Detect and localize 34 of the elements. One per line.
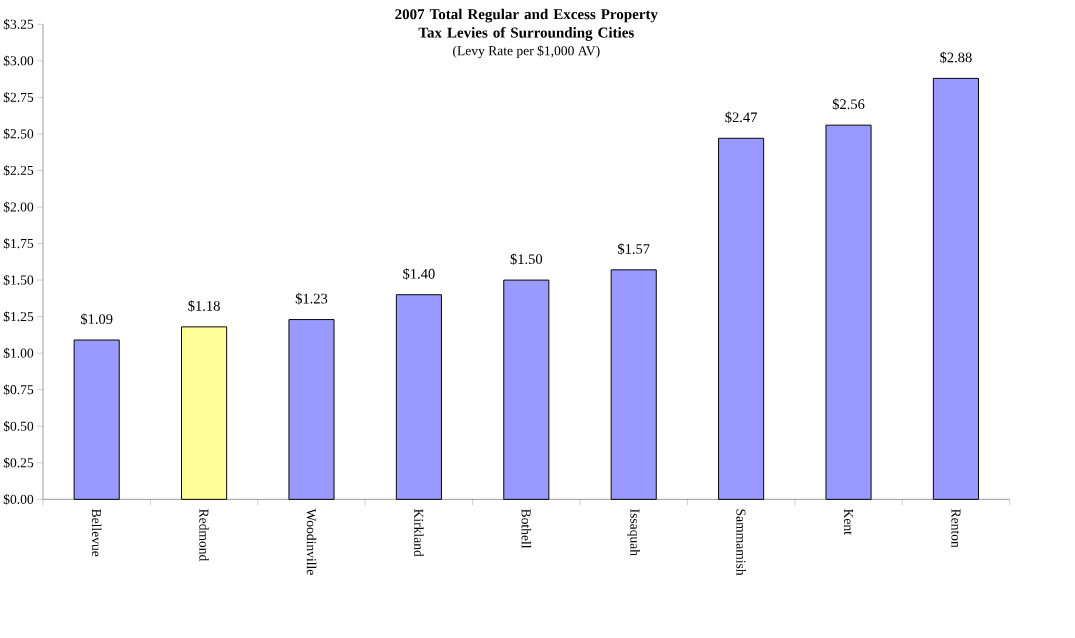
data-label: $2.47 — [725, 111, 758, 124]
x-tick-label: Renton — [951, 508, 961, 548]
y-tick-label: $2.50 — [3, 128, 34, 140]
text: (Levy Rate per $1,000 AV) — [453, 45, 600, 58]
data-label: $1.09 — [80, 313, 113, 325]
data-label: $1.40 — [403, 267, 435, 280]
x-tick-label: Redmond — [199, 508, 209, 562]
y-tick-label: $1.25 — [3, 311, 34, 322]
y-tick-label: $0.00 — [3, 493, 34, 505]
x-tick-label: Bothell — [521, 508, 532, 549]
x-tick-label: Issaquah — [627, 508, 640, 556]
data-label: $1.23 — [295, 292, 328, 305]
y-tick-label: $2.25 — [3, 164, 34, 176]
x-tick-label: Sammamish — [736, 509, 746, 576]
y-tick-label: $3.00 — [3, 55, 34, 67]
y-tick-label: $3.25 — [3, 18, 34, 30]
y-tick-label: $0.75 — [3, 384, 34, 396]
x-tick-label: Bellevue — [91, 508, 102, 557]
y-tick-label: $0.25 — [3, 457, 34, 469]
x-tick-label: Kirkland — [414, 508, 424, 557]
chart-title: 2007 Total Regular and Excess Property Tax Levies of Surrounding Cities — [395, 8, 658, 41]
y-tick-label: $1.50 — [3, 274, 34, 286]
y-tick-label: $2.00 — [3, 201, 34, 213]
data-label: $2.88 — [940, 51, 972, 64]
x-tick-label: Woodinville — [306, 508, 317, 575]
y-tick-label: $2.75 — [3, 91, 34, 103]
y-tick-label: $1.75 — [3, 237, 34, 249]
x-tick-label: Kent — [844, 508, 854, 535]
data-label: $1.50 — [510, 253, 543, 265]
data-label: $1.57 — [618, 243, 650, 255]
y-tick-label: $1.00 — [3, 347, 34, 359]
data-label: $1.18 — [188, 300, 220, 312]
data-label: $2.56 — [832, 98, 865, 110]
y-tick-label: $0.50 — [3, 420, 34, 432]
